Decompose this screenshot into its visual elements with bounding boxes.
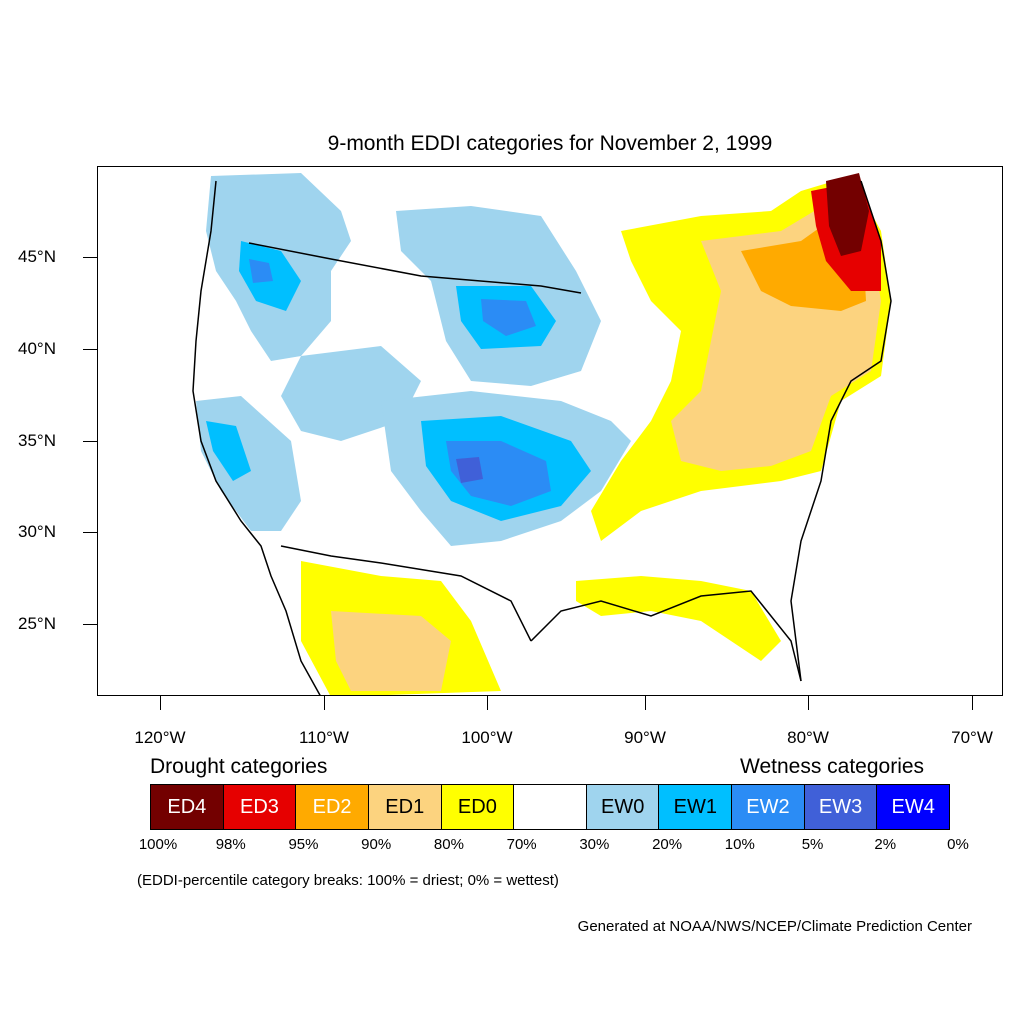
lon-label-70w: 70°W <box>951 728 993 747</box>
gulf-coast <box>530 590 802 682</box>
wetness-heading: Wetness categories <box>740 755 925 778</box>
legend-box-ew0: EW0 <box>586 785 660 829</box>
break-label: 2% <box>874 836 897 853</box>
legend-box-ew4: EW4 <box>877 785 950 829</box>
break-label: 98% <box>215 836 246 853</box>
lat-tick <box>83 441 97 442</box>
break-label: 80% <box>433 836 464 853</box>
legend-box-ed3: ED3 <box>223 785 297 829</box>
region-ed4-east <box>826 173 869 256</box>
legend-box-ed4: ED4 <box>151 785 224 829</box>
break-label: 95% <box>288 836 319 853</box>
region-ew1-california <box>206 421 251 481</box>
lat-tick <box>83 257 97 258</box>
region-ew2-south-plains <box>446 441 551 506</box>
lon-label-90w: 90°W <box>624 728 666 747</box>
lon-tick <box>160 696 161 710</box>
lat-tick <box>83 349 97 350</box>
region-ew3-south-plains <box>456 457 483 483</box>
coastline-west <box>192 180 321 695</box>
legend-box-neutral <box>514 785 587 829</box>
legend-box-ew3: EW3 <box>804 785 878 829</box>
lat-tick <box>83 532 97 533</box>
lat-label-35: 35°N <box>18 431 56 450</box>
legend-box-ew1: EW1 <box>659 785 733 829</box>
map-panel <box>97 166 1003 696</box>
category-note: (EDDI-percentile category breaks: 100% =… <box>137 872 559 889</box>
lat-label-30: 30°N <box>18 522 56 541</box>
region-ed1-mexico <box>331 611 451 691</box>
break-label: 70% <box>506 836 537 853</box>
lon-tick <box>808 696 809 710</box>
region-ew2-north-plains <box>481 299 536 336</box>
lon-label-100w: 100°W <box>461 728 513 747</box>
category-regions <box>196 173 891 695</box>
lon-tick <box>487 696 488 710</box>
map-title: 9-month EDDI categories for November 2, … <box>327 132 773 155</box>
boundaries <box>192 180 892 695</box>
mexico-border <box>280 545 532 642</box>
lon-tick <box>324 696 325 710</box>
canada-border <box>248 242 582 294</box>
legend-box-ed1: ED1 <box>368 785 442 829</box>
lon-label-110w: 110°W <box>299 728 349 747</box>
lon-label-80w: 80°W <box>787 728 829 747</box>
eddi-map <box>192 173 892 695</box>
region-ew2-northwest <box>249 259 273 283</box>
break-label: 30% <box>579 836 610 853</box>
lat-label-40: 40°N <box>18 339 56 358</box>
legend-box-ew2: EW2 <box>732 785 805 829</box>
east-coast <box>790 180 892 682</box>
lat-label-45: 45°N <box>18 247 56 266</box>
break-label: 10% <box>724 836 755 853</box>
break-label: 90% <box>361 836 392 853</box>
lon-tick <box>645 696 646 710</box>
lat-label-25: 25°N <box>18 614 56 633</box>
break-label: 20% <box>652 836 683 853</box>
break-label: 5% <box>801 836 824 853</box>
break-label: 0% <box>947 836 969 853</box>
lon-label-120w: 120°W <box>134 728 186 747</box>
credit-text: Generated at NOAA/NWS/NCEP/Climate Predi… <box>577 918 972 935</box>
lat-tick <box>83 624 97 625</box>
region-ed0-gulf <box>576 576 781 661</box>
drought-heading: Drought categories <box>150 755 328 778</box>
break-label: 100% <box>138 836 178 853</box>
lon-tick <box>972 696 973 710</box>
legend-box-ed0: ED0 <box>441 785 515 829</box>
legend-bar: ED4 ED3 ED2 ED1 ED0 EW0 EW1 EW2 EW3 EW4 <box>150 784 950 830</box>
legend-box-ed2: ED2 <box>296 785 369 829</box>
